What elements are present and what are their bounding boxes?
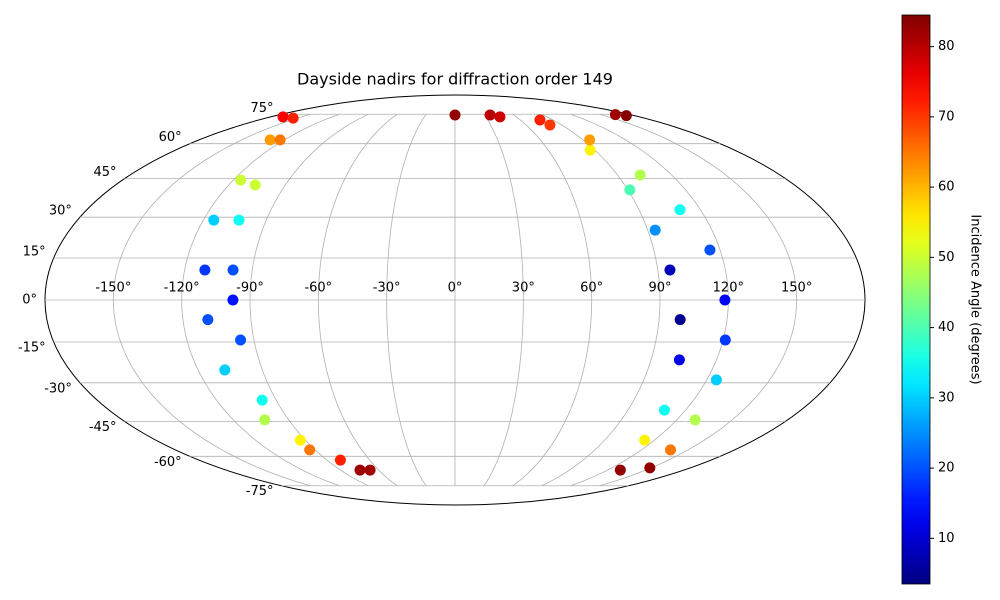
colorbar: [901, 14, 931, 585]
x-tick-label: 0°: [448, 281, 463, 296]
chart-title: Dayside nadirs for diffraction order 149: [297, 70, 613, 89]
y-tick-label: 0°: [22, 293, 37, 308]
data-point: [534, 114, 546, 126]
x-tick-label: 90°: [648, 281, 671, 296]
data-point: [264, 134, 276, 146]
grid-line: [386, 114, 427, 486]
grid-line: [541, 113, 661, 487]
x-tick-label: -30°: [373, 281, 401, 296]
data-point: [227, 294, 239, 306]
data-point: [689, 414, 701, 426]
x-tick-label: -150°: [95, 281, 131, 296]
y-tick-label: -15°: [18, 340, 46, 355]
x-tick-label: -120°: [164, 281, 200, 296]
y-tick-label: 45°: [94, 165, 117, 180]
data-point: [334, 454, 346, 466]
x-tick-label: 30°: [512, 281, 535, 296]
data-point: [227, 264, 239, 276]
y-tick-label: -30°: [44, 381, 72, 396]
data-point: [644, 462, 656, 474]
data-point: [449, 109, 461, 121]
colorbar-tick-label: 50: [938, 250, 955, 265]
data-point: [649, 224, 661, 236]
x-tick-label: 120°: [713, 281, 744, 296]
data-point: [674, 204, 686, 216]
y-tick-label: -75°: [246, 484, 274, 499]
data-point: [277, 111, 289, 123]
data-point: [304, 444, 316, 456]
data-point: [199, 264, 211, 276]
data-point: [639, 434, 651, 446]
data-point: [494, 111, 506, 123]
data-point: [609, 109, 621, 121]
colorbar-tick-label: 10: [938, 531, 955, 546]
data-point: [704, 244, 716, 256]
data-point: [256, 394, 268, 406]
data-point: [235, 334, 247, 346]
x-tick-label: 150°: [781, 281, 812, 296]
colorbar-tick-label: 60: [938, 180, 955, 195]
y-tick-label: 30°: [49, 204, 72, 219]
colorbar-tick-label: 20: [938, 461, 955, 476]
data-point: [208, 214, 220, 226]
colorbar-tick-label: 40: [938, 320, 955, 335]
x-tick-label: 60°: [580, 281, 603, 296]
y-tick-label: 75°: [250, 101, 273, 116]
data-point: [719, 334, 731, 346]
grid-line: [317, 113, 398, 487]
y-tick-label: 15°: [23, 245, 46, 260]
grid-line: [181, 113, 340, 487]
colorbar-tick-label: 80: [938, 39, 955, 54]
data-point: [624, 184, 636, 196]
data-point: [584, 144, 596, 156]
y-tick-label: 60°: [159, 130, 182, 145]
data-point: [664, 264, 676, 276]
y-tick-label: -45°: [89, 420, 117, 435]
grid-line: [599, 113, 798, 487]
grid-line: [483, 114, 524, 486]
data-point: [634, 169, 646, 181]
data-point: [673, 354, 685, 366]
data-point: [719, 294, 731, 306]
x-tick-label: -90°: [236, 281, 264, 296]
data-point: [249, 179, 261, 191]
data-point: [233, 214, 245, 226]
data-point: [620, 110, 632, 122]
data-point: [364, 464, 376, 476]
data-point: [274, 134, 286, 146]
data-point: [219, 364, 231, 376]
grid-line: [249, 113, 369, 487]
data-point: [484, 109, 496, 121]
data-point: [544, 119, 556, 131]
data-point: [354, 464, 366, 476]
y-tick-label: -60°: [154, 455, 182, 470]
data-point: [287, 112, 299, 124]
grid-line: [112, 113, 311, 487]
colorbar-tick-label: 70: [938, 109, 955, 124]
data-point: [202, 314, 214, 326]
data-point: [235, 174, 247, 186]
data-point: [294, 434, 306, 446]
data-point: [614, 464, 626, 476]
data-point: [658, 404, 670, 416]
colorbar-tick-label: 30: [938, 390, 955, 405]
grid-line: [512, 113, 593, 487]
data-point: [259, 414, 271, 426]
data-point: [674, 314, 686, 326]
data-point: [584, 134, 596, 146]
colorbar-label: Incidence Angle (degrees): [968, 214, 983, 384]
x-tick-label: -60°: [304, 281, 332, 296]
data-point: [665, 444, 677, 456]
data-point: [710, 374, 722, 386]
